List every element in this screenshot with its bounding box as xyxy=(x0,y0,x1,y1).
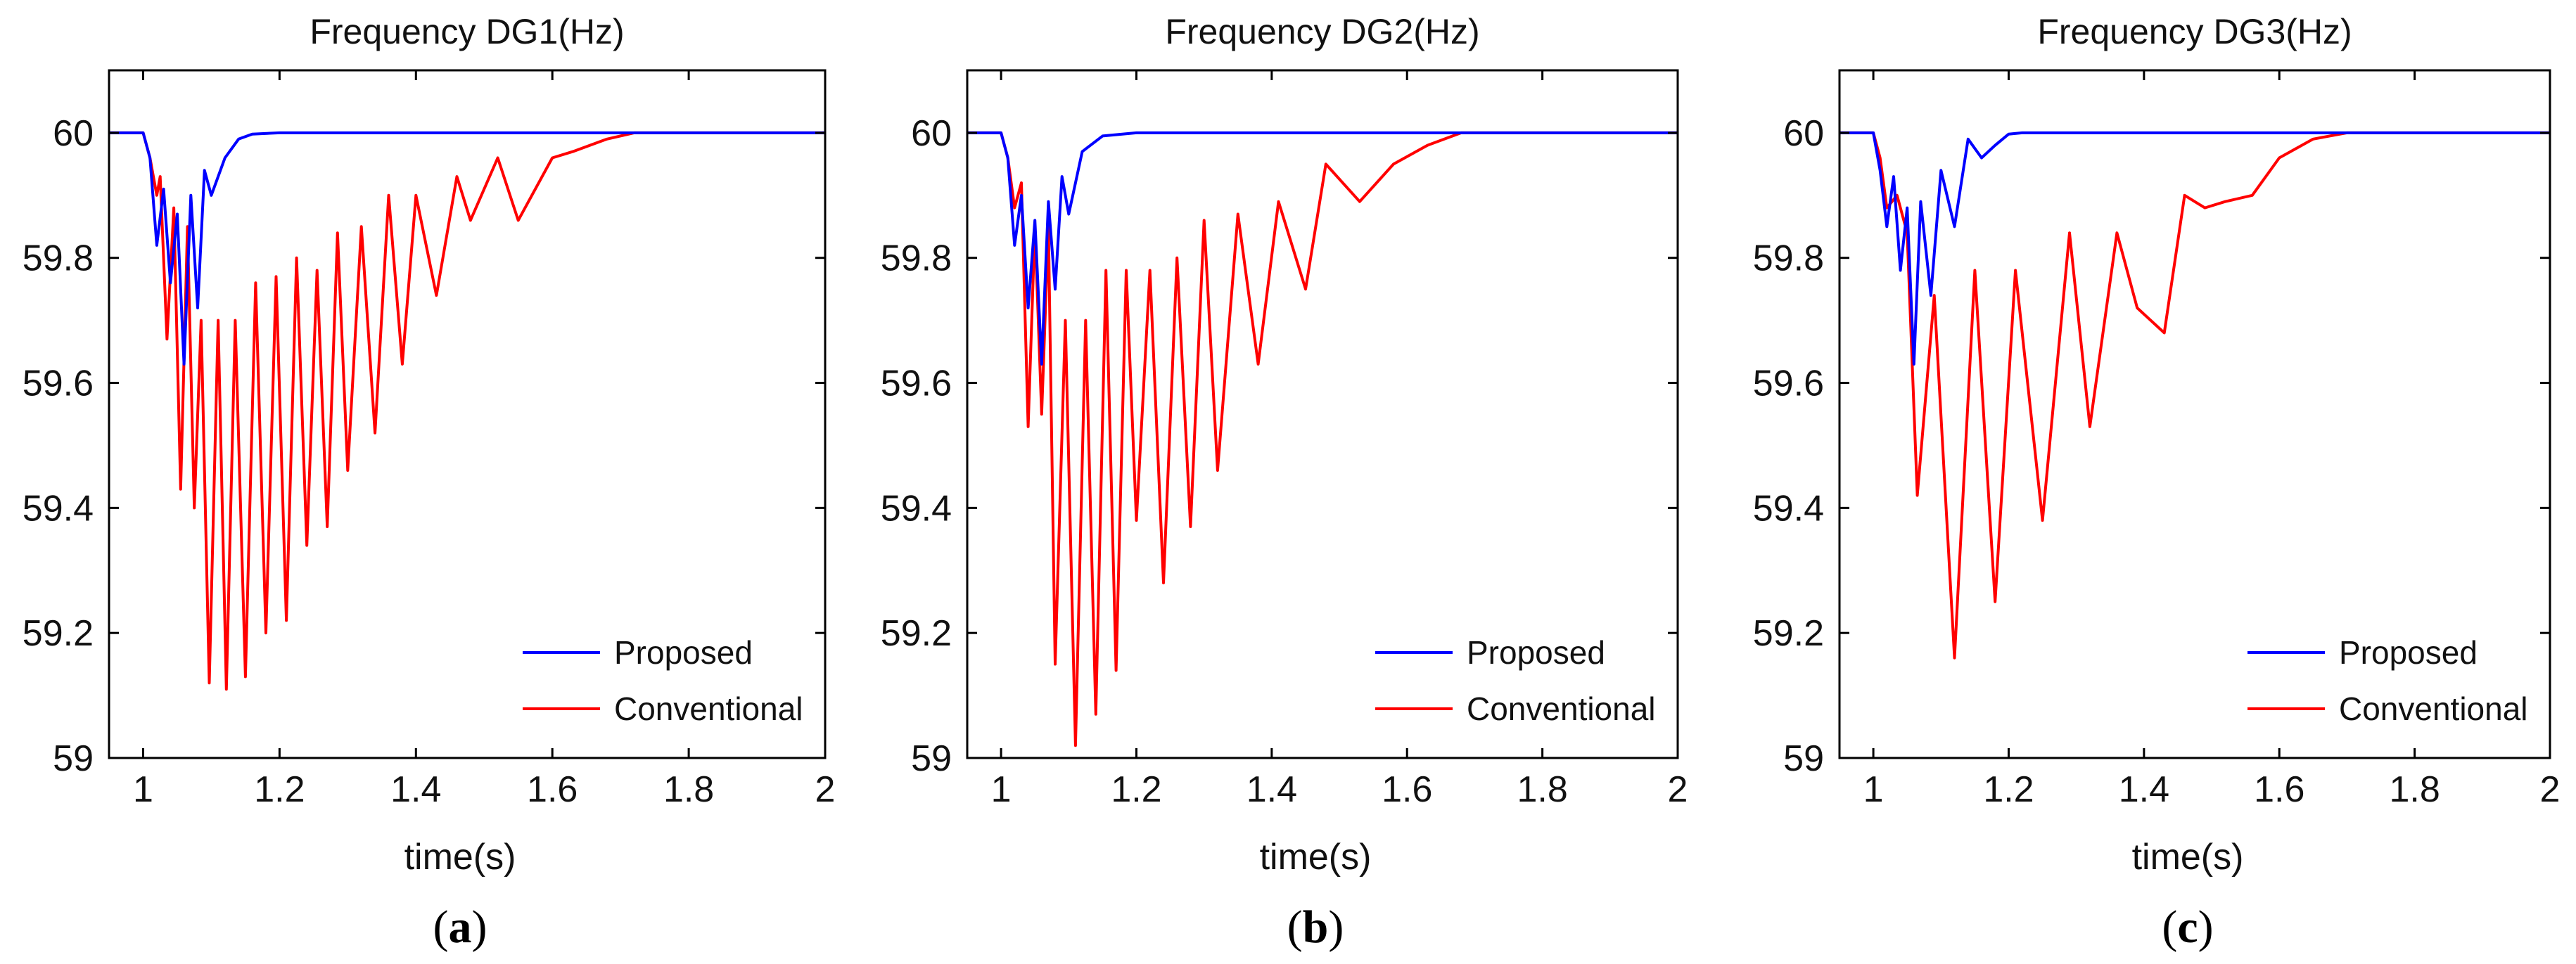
x-tick-label: 1.8 xyxy=(1517,769,1567,810)
x-tick-label: 2 xyxy=(1668,769,1688,810)
y-tick-label: 59.8 xyxy=(881,238,952,279)
plot-frame xyxy=(1838,69,2551,759)
y-tick-label: 59.6 xyxy=(23,364,94,404)
series-line-conventional xyxy=(967,131,1678,747)
x-tick-label: 1.4 xyxy=(2119,769,2169,810)
y-tick-label: 59.4 xyxy=(1753,488,1824,529)
legend-label-proposed: Proposed xyxy=(2339,634,2478,671)
x-tick-label: 1.2 xyxy=(1111,769,1161,810)
y-tick-label: 59.2 xyxy=(881,613,952,654)
y-tick-label: 59.8 xyxy=(23,238,94,279)
panel-caption: (c) xyxy=(2162,901,2213,953)
chart-panel-1: Frequency DG1(Hz) 59 59.2 59.4 59.6 59.8 60 1 1.… xyxy=(23,12,836,953)
x-tick-label: 1.2 xyxy=(254,769,305,810)
x-tick-label: 1.6 xyxy=(527,769,578,810)
series-line-proposed xyxy=(967,131,1678,366)
y-tick-label: 59.8 xyxy=(1753,238,1824,279)
y-tick-label: 59 xyxy=(911,738,952,779)
series-line-conventional xyxy=(109,131,825,691)
x-tick-label: 1.4 xyxy=(1246,769,1297,810)
series-line-proposed xyxy=(109,131,825,366)
y-tick-label: 60 xyxy=(1783,113,1824,154)
panel-caption: (a) xyxy=(433,901,487,953)
x-tick-label: 1.6 xyxy=(1382,769,1432,810)
x-tick-label: 1 xyxy=(133,769,153,810)
chart-title: Frequency DG2(Hz) xyxy=(1165,12,1479,51)
panel-caption: (b) xyxy=(1287,901,1344,953)
y-tick-label: 59.6 xyxy=(1753,364,1824,404)
chart-title: Frequency DG3(Hz) xyxy=(2037,12,2352,51)
y-tick-label: 59.2 xyxy=(1753,613,1824,654)
y-tick-label: 59.6 xyxy=(881,364,952,404)
x-tick-label: 1.4 xyxy=(390,769,441,810)
y-tick-label: 60 xyxy=(53,113,94,154)
panel-caption-letter: c xyxy=(2177,901,2198,953)
chart-title: Frequency DG1(Hz) xyxy=(310,12,624,51)
x-tick-label: 1 xyxy=(991,769,1012,810)
x-tick-label: 1.2 xyxy=(1983,769,2034,810)
panel-caption-letter: b xyxy=(1303,901,1329,953)
chart-panel-2: Frequency DG2(Hz) 59 59.2 59.4 59.6 59.8 60 1 1.… xyxy=(881,12,1688,953)
legend-label-conventional: Conventional xyxy=(1467,690,1656,727)
x-axis-label: time(s) xyxy=(2132,837,2244,878)
legend-label-proposed: Proposed xyxy=(1467,634,1605,671)
legend-label-conventional: Conventional xyxy=(2339,690,2528,727)
series-line-proposed xyxy=(1839,131,2550,366)
x-axis-label: time(s) xyxy=(1260,837,1372,878)
y-tick-label: 59.4 xyxy=(881,488,952,529)
x-tick-label: 2 xyxy=(815,769,836,810)
y-tick-label: 59.4 xyxy=(23,488,94,529)
plot-frame xyxy=(108,69,827,759)
y-tick-label: 59.2 xyxy=(23,613,94,654)
x-tick-label: 2 xyxy=(2540,769,2561,810)
y-tick-label: 59 xyxy=(1783,738,1824,779)
y-tick-label: 59 xyxy=(53,738,94,779)
series-line-conventional xyxy=(1839,131,2550,660)
chart-panel-3: Frequency DG3(Hz) 59 59.2 59.4 59.6 59.8 60 1 1.… xyxy=(1753,12,2561,953)
x-tick-label: 1.6 xyxy=(2254,769,2304,810)
plot-frame xyxy=(966,69,1679,759)
panel-caption-letter: a xyxy=(449,901,472,953)
x-tick-label: 1 xyxy=(1863,769,1884,810)
x-tick-label: 1.8 xyxy=(2389,769,2440,810)
legend-label-proposed: Proposed xyxy=(614,634,753,671)
y-tick-label: 60 xyxy=(911,113,952,154)
legend-label-conventional: Conventional xyxy=(614,690,803,727)
x-tick-label: 1.8 xyxy=(663,769,714,810)
x-axis-label: time(s) xyxy=(404,837,516,878)
